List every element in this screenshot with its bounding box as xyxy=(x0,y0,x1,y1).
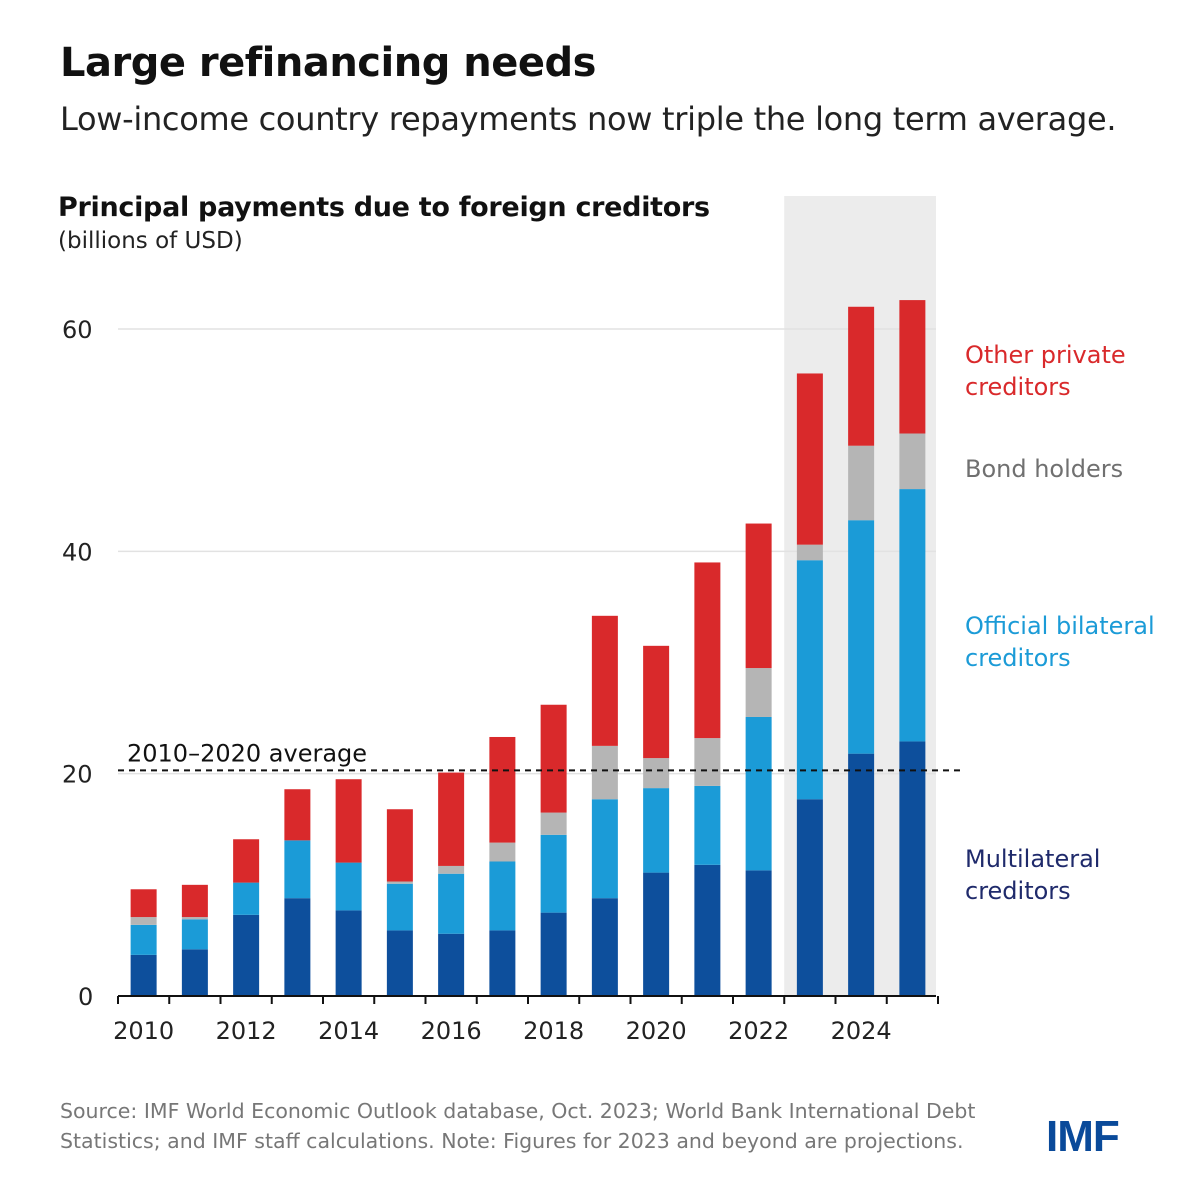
bar-segment-bond-holders xyxy=(694,738,721,786)
bar-segment-other-private-creditors xyxy=(386,809,413,882)
bar-segment-bond-holders xyxy=(540,812,567,835)
bar-segment-other-private-creditors xyxy=(130,889,157,918)
bar-segment-multilateral-creditors xyxy=(848,753,875,996)
bar-segment-multilateral-creditors xyxy=(130,954,157,996)
bar-segment-other-private-creditors xyxy=(284,789,311,841)
legend-bond-holders: Bond holders xyxy=(965,455,1124,483)
bar-segment-official-bilateral-creditors xyxy=(489,861,516,931)
y-tick-label: 0 xyxy=(78,983,93,1011)
bar-segment-official-bilateral-creditors xyxy=(386,883,413,931)
page-title: Large refinancing needs xyxy=(60,40,596,86)
bar-segment-official-bilateral-creditors xyxy=(796,560,823,800)
bar-segment-other-private-creditors xyxy=(591,615,618,746)
bar-segment-official-bilateral-creditors xyxy=(335,862,362,911)
bar-segment-bond-holders xyxy=(386,881,413,884)
x-tick-label: 2022 xyxy=(728,1017,789,1045)
bar-segment-other-private-creditors xyxy=(899,300,926,434)
bar-segment-bond-holders xyxy=(848,445,875,521)
bar-segment-multilateral-creditors xyxy=(591,898,618,996)
bar-segment-multilateral-creditors xyxy=(438,933,465,996)
bar-segment-bond-holders xyxy=(796,544,823,561)
x-tick-label: 2014 xyxy=(318,1017,379,1045)
bar-segment-other-private-creditors xyxy=(335,779,362,863)
source-line-1: Source: IMF World Economic Outlook datab… xyxy=(60,1099,976,1123)
bar-segment-multilateral-creditors xyxy=(643,872,670,996)
bar-segment-multilateral-creditors xyxy=(233,914,260,996)
bar-segment-multilateral-creditors xyxy=(745,870,772,996)
page-subtitle: Low-income country repayments now triple… xyxy=(60,100,1117,138)
bar-segment-bond-holders xyxy=(899,433,926,490)
source-note: Source: IMF World Economic Outlook datab… xyxy=(60,1096,1020,1156)
bar-segment-official-bilateral-creditors xyxy=(438,873,465,934)
imf-logo: IMF xyxy=(1046,1112,1120,1161)
bar-segment-multilateral-creditors xyxy=(284,898,311,996)
bar-segment-official-bilateral-creditors xyxy=(745,716,772,871)
bar-segment-multilateral-creditors xyxy=(181,949,208,996)
bar-segment-official-bilateral-creditors xyxy=(899,489,926,742)
bar-segment-bond-holders xyxy=(591,745,618,800)
bar-segment-bond-holders xyxy=(181,917,208,920)
bar-segment-official-bilateral-creditors xyxy=(694,785,721,865)
bar-segment-other-private-creditors xyxy=(489,736,516,843)
bar-segment-bond-holders xyxy=(130,917,157,925)
bar-segment-other-private-creditors xyxy=(438,772,465,866)
bar-segment-other-private-creditors xyxy=(181,884,208,918)
bar-segment-bond-holders xyxy=(489,842,516,862)
bar-segment-bond-holders xyxy=(745,668,772,717)
legend-official-bilateral: Official bilateral creditors xyxy=(965,612,1155,672)
bar-segment-multilateral-creditors xyxy=(796,799,823,996)
x-tick-label: 2010 xyxy=(113,1017,174,1045)
bar-segment-official-bilateral-creditors xyxy=(591,799,618,899)
bar-segment-multilateral-creditors xyxy=(540,912,567,996)
chart-title: Principal payments due to foreign credit… xyxy=(58,192,710,223)
bar-segment-other-private-creditors xyxy=(796,373,823,545)
bar-segment-official-bilateral-creditors xyxy=(540,834,567,913)
average-label: 2010–2020 average xyxy=(127,739,367,767)
legend-multilateral: Multilateral creditors xyxy=(965,845,1101,905)
x-tick-label: 2020 xyxy=(626,1017,687,1045)
y-tick-label: 40 xyxy=(62,538,93,566)
bar-segment-multilateral-creditors xyxy=(335,910,362,996)
bar-segment-multilateral-creditors xyxy=(386,930,413,996)
bar-segment-bond-holders xyxy=(438,865,465,874)
bar-segment-official-bilateral-creditors xyxy=(130,924,157,955)
x-tick-label: 2018 xyxy=(523,1017,584,1045)
bar-segment-multilateral-creditors xyxy=(489,930,516,996)
bar-segment-other-private-creditors xyxy=(540,704,567,813)
bar-segment-official-bilateral-creditors xyxy=(848,520,875,754)
bar-segment-other-private-creditors xyxy=(233,839,260,883)
bar-segment-multilateral-creditors xyxy=(694,864,721,996)
bar-segment-other-private-creditors xyxy=(745,523,772,669)
legend-other-private: Other private creditors xyxy=(965,341,1126,401)
bar-segment-multilateral-creditors xyxy=(899,741,926,996)
bar-segment-official-bilateral-creditors xyxy=(233,882,260,915)
x-tick-label: 2012 xyxy=(216,1017,277,1045)
y-tick-label: 60 xyxy=(62,316,93,344)
chart-unit: (billions of USD) xyxy=(58,228,243,254)
bar-segment-official-bilateral-creditors xyxy=(181,919,208,950)
bar-segment-official-bilateral-creditors xyxy=(643,788,670,873)
bar-segment-other-private-creditors xyxy=(643,645,670,759)
bar-segment-other-private-creditors xyxy=(848,306,875,446)
bar-segment-other-private-creditors xyxy=(694,562,721,739)
y-tick-label: 20 xyxy=(62,761,93,789)
bar-segment-bond-holders xyxy=(643,758,670,789)
x-tick-label: 2024 xyxy=(831,1017,892,1045)
source-line-2: Statistics; and IMF staff calculations. … xyxy=(60,1129,964,1153)
bar-segment-official-bilateral-creditors xyxy=(284,840,311,899)
x-tick-label: 2016 xyxy=(421,1017,482,1045)
